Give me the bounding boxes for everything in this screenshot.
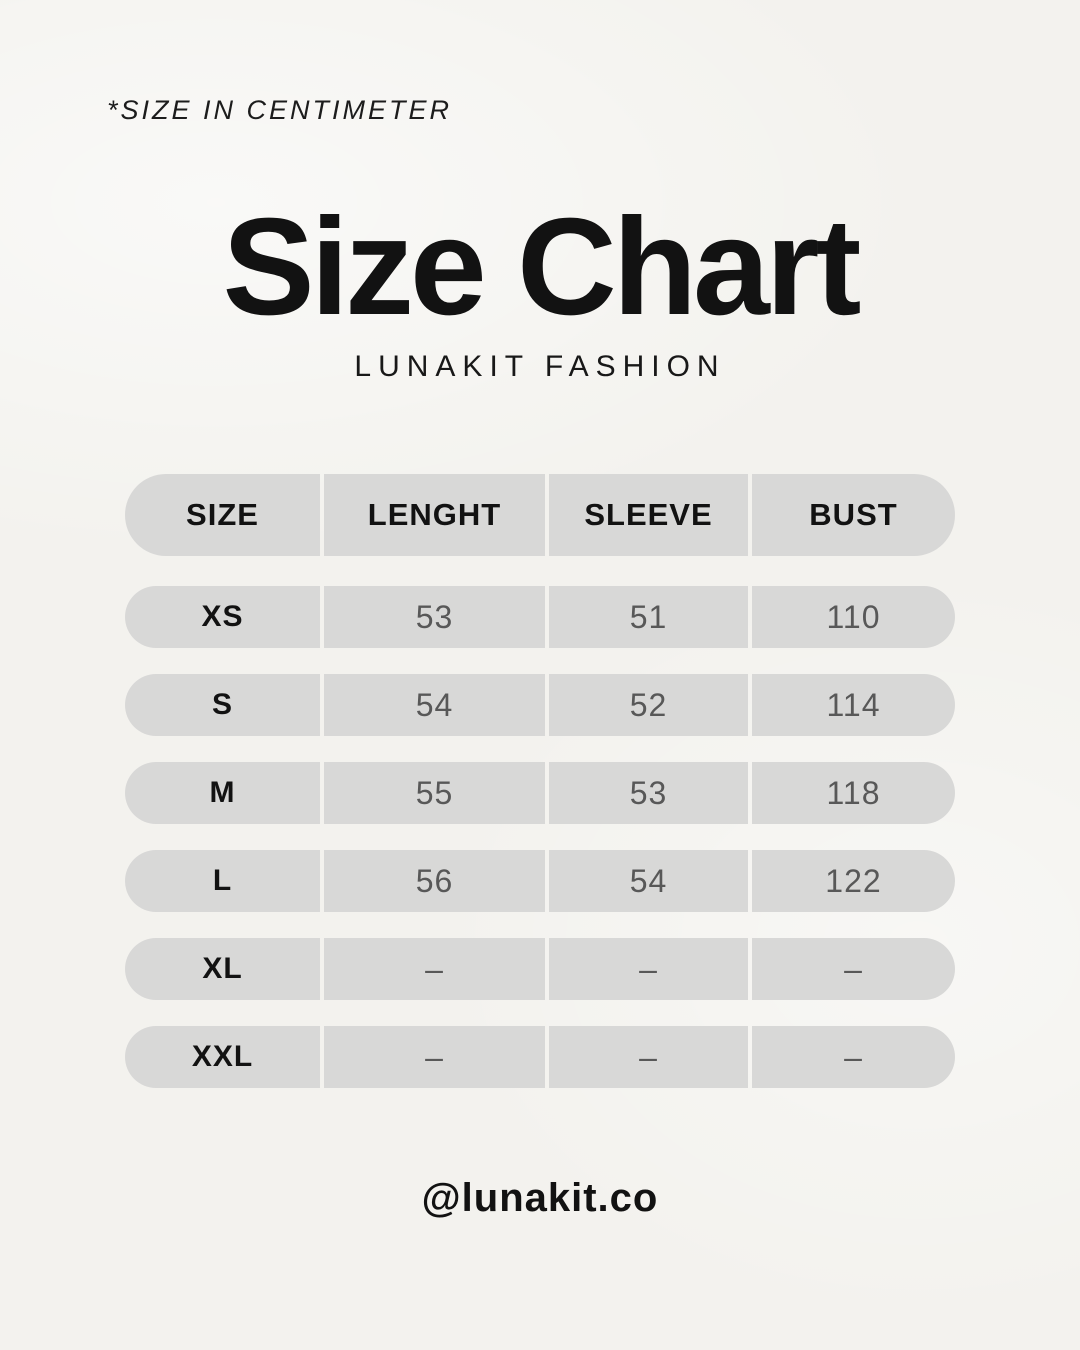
sleeve-value: 51 [549, 586, 748, 648]
table-row-xs: XS 53 51 110 [125, 586, 955, 648]
bust-value: – [752, 1026, 955, 1088]
lenght-value: 53 [324, 586, 545, 648]
sleeve-value: – [549, 938, 748, 1000]
size-label: XXL [125, 1026, 320, 1088]
lenght-value: 56 [324, 850, 545, 912]
table-row-s: S 54 52 114 [125, 674, 955, 736]
units-note: *SIZE IN CENTIMETER [107, 95, 453, 125]
social-handle: @lunakit.co [421, 1176, 659, 1220]
sleeve-value: – [549, 1026, 748, 1088]
page-title: Size Chart [222, 190, 862, 344]
size-table: SIZE LENGHT SLEEVE BUST XS 53 51 110 S 5… [125, 474, 955, 1114]
bust-value: 114 [752, 674, 955, 736]
bust-value: 110 [752, 586, 955, 648]
table-row-l: L 56 54 122 [125, 850, 955, 912]
sleeve-value: 54 [549, 850, 748, 912]
lenght-value: – [324, 938, 545, 1000]
column-header-bust: BUST [752, 474, 955, 556]
column-header-sleeve: SLEEVE [549, 474, 748, 556]
bust-value: – [752, 938, 955, 1000]
size-label: XS [125, 586, 320, 648]
table-header-row: SIZE LENGHT SLEEVE BUST [125, 474, 955, 556]
size-label: S [125, 674, 320, 736]
sleeve-value: 52 [549, 674, 748, 736]
bust-value: 122 [752, 850, 955, 912]
size-label: M [125, 762, 320, 824]
lenght-value: 55 [324, 762, 545, 824]
lenght-value: 54 [324, 674, 545, 736]
sleeve-value: 53 [549, 762, 748, 824]
table-row-m: M 55 53 118 [125, 762, 955, 824]
brand-subtitle: LUNAKIT FASHION [354, 350, 726, 383]
table-row-xl: XL – – – [125, 938, 955, 1000]
size-label: XL [125, 938, 320, 1000]
size-label: L [125, 850, 320, 912]
lenght-value: – [324, 1026, 545, 1088]
column-header-lenght: LENGHT [324, 474, 545, 556]
bust-value: 118 [752, 762, 955, 824]
column-header-size: SIZE [125, 474, 320, 556]
table-row-xxl: XXL – – – [125, 1026, 955, 1088]
